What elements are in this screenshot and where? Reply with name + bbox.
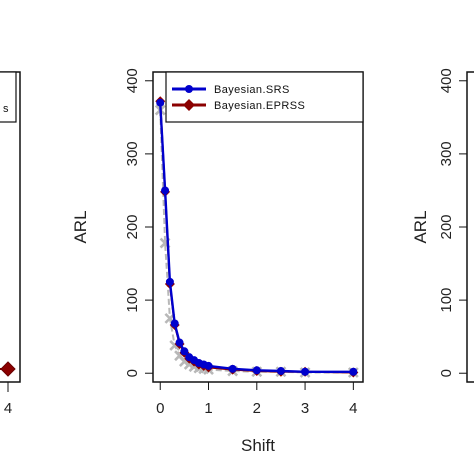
left-series-point xyxy=(0,361,16,377)
y-tick-label: 300 xyxy=(124,141,141,166)
middle-series-group xyxy=(154,96,359,378)
series-line-2 xyxy=(159,109,354,374)
x-tick-label: 1 xyxy=(204,400,212,417)
legend-label-srs: Bayesian.SRS xyxy=(214,84,290,96)
right-panel: ARL 0 100 200 300 400 xyxy=(411,68,474,383)
series-point-srs xyxy=(276,367,285,376)
series-point-srs xyxy=(228,364,237,373)
right-y-tick-label: 400 xyxy=(438,68,455,93)
x-axis-title: Shift xyxy=(241,436,275,455)
left-legend-box xyxy=(0,71,17,123)
right-y-axis: 0 100 200 300 400 xyxy=(438,68,467,377)
series-point-srs xyxy=(175,338,184,347)
y-axis-title: ARL xyxy=(71,210,90,243)
series-point-srs xyxy=(349,367,358,376)
left-x-tick-label: 4 xyxy=(4,400,12,417)
series-point-srs xyxy=(204,361,213,370)
right-plot-frame xyxy=(466,71,474,383)
legend-swatch-eprss-marker xyxy=(183,99,195,111)
right-y-tick-label: 0 xyxy=(438,369,455,377)
x-tick-label: 4 xyxy=(349,400,357,417)
x-tick-label: 0 xyxy=(156,400,164,417)
right-y-tick-label: 100 xyxy=(438,288,455,313)
left-panel: s 4 xyxy=(0,71,21,417)
series-point-srs xyxy=(165,277,174,286)
series-line-1 xyxy=(159,101,354,374)
series-point-srs xyxy=(301,367,310,376)
series-point-srs xyxy=(180,347,189,356)
legend-box xyxy=(165,71,364,123)
series-point-srs xyxy=(252,366,261,375)
right-y-axis-title: ARL xyxy=(411,210,430,243)
y-tick-label: 400 xyxy=(124,68,141,93)
y-tick-label: 0 xyxy=(124,369,141,377)
legend-swatch-srs-marker xyxy=(185,85,193,93)
middle-panel: ARL Shift 0 1 2 3 4 0 100 200 300 400 Bayesian.SR… xyxy=(71,68,364,455)
right-y-tick-label: 200 xyxy=(438,214,455,239)
series-point-srs xyxy=(156,98,165,107)
middle-axes: 0 1 2 3 4 0 100 200 300 400 xyxy=(124,68,358,417)
y-tick-label: 100 xyxy=(124,288,141,313)
y-tick-label: 200 xyxy=(124,214,141,239)
series-point-srs xyxy=(161,186,170,195)
right-y-tick-label: 300 xyxy=(438,141,455,166)
left-plot-frame xyxy=(0,71,21,383)
series-point-srs xyxy=(170,319,179,328)
series-line-0 xyxy=(159,102,354,373)
legend-label-eprss: Bayesian.EPRSS xyxy=(214,100,305,112)
x-tick-label: 3 xyxy=(301,400,309,417)
left-legend-fragment: s xyxy=(3,103,9,115)
x-tick-label: 2 xyxy=(253,400,261,417)
legend: Bayesian.SRS Bayesian.EPRSS xyxy=(165,71,364,123)
